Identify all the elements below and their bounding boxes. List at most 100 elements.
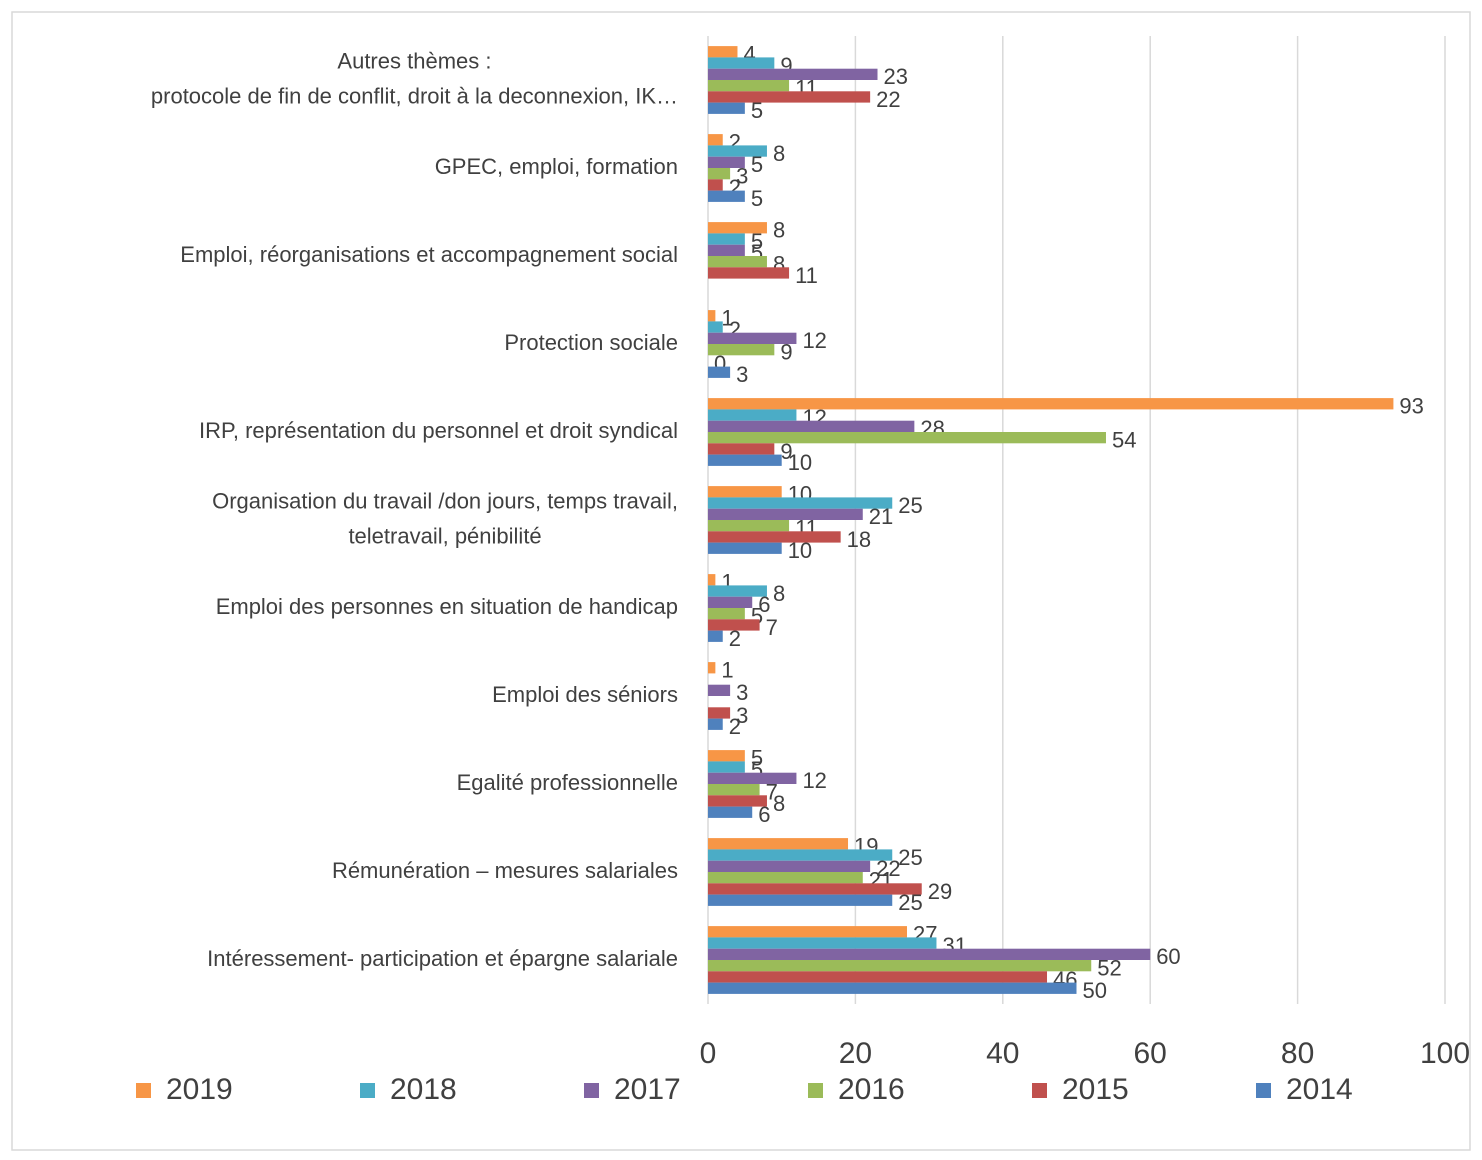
data-label: 93: [1399, 394, 1423, 419]
data-label: 60: [1156, 944, 1180, 969]
data-label: 10: [788, 538, 812, 563]
category-label: Protection sociale: [504, 330, 678, 355]
legend-swatch: [808, 1083, 823, 1098]
bar: [708, 596, 753, 608]
category-label: Intéressement- participation et épargne …: [207, 946, 678, 971]
legend-swatch: [584, 1083, 599, 1098]
legend-label: 2014: [1286, 1073, 1353, 1106]
bar: [708, 156, 745, 168]
bar: [708, 860, 871, 872]
category-label: Emploi, réorganisations et accompagnemen…: [180, 242, 678, 267]
bar: [708, 520, 790, 532]
bar: [708, 630, 723, 642]
data-label: 52: [1097, 955, 1121, 980]
bar: [708, 662, 716, 674]
bar: [708, 684, 731, 696]
bar: [708, 454, 782, 466]
data-label: 7: [766, 779, 778, 804]
bar: [708, 57, 775, 69]
bar: [708, 267, 790, 279]
bar: [708, 926, 907, 938]
data-label: 25: [898, 890, 922, 915]
bar: [708, 508, 863, 520]
bar: [708, 772, 797, 784]
legend-swatch: [360, 1083, 375, 1098]
bar: [708, 145, 767, 157]
bar: [708, 806, 753, 818]
legend-label: 2018: [390, 1073, 457, 1106]
data-label: 50: [1083, 978, 1107, 1003]
bar: [708, 244, 745, 256]
bar: [708, 872, 863, 884]
bar: [708, 707, 731, 719]
category-label: Rémunération – mesures salariales: [332, 858, 678, 883]
category-label: Emploi des séniors: [492, 682, 678, 707]
legend-swatch: [1256, 1083, 1271, 1098]
bar: [708, 937, 937, 949]
bar: [708, 80, 790, 92]
data-label: 12: [802, 768, 826, 793]
bar: [708, 542, 782, 554]
bar: [708, 838, 849, 850]
bar: [708, 971, 1048, 983]
bar: [708, 619, 760, 631]
data-label: 12: [802, 328, 826, 353]
bar: [708, 332, 797, 344]
bar: [708, 168, 731, 180]
data-label: 8: [773, 791, 785, 816]
legend-label: 2015: [1062, 1073, 1129, 1106]
data-label: 2: [729, 626, 741, 651]
bar: [708, 761, 745, 773]
x-tick-label: 100: [1420, 1037, 1470, 1070]
bar: [708, 233, 745, 245]
data-label: 5: [751, 152, 763, 177]
data-label: 54: [1112, 427, 1136, 452]
data-label: 1: [721, 658, 733, 683]
bar: [708, 894, 893, 906]
bar: [708, 179, 723, 191]
bar: [708, 750, 745, 762]
data-label: 3: [736, 362, 748, 387]
legend-swatch: [1032, 1083, 1047, 1098]
bar: [708, 222, 767, 234]
bar: [708, 849, 893, 861]
data-label: 5: [751, 746, 763, 771]
category-label: Organisation du travail /don jours, temp…: [212, 488, 678, 548]
bar: [708, 420, 915, 432]
x-tick-label: 0: [700, 1037, 717, 1070]
data-label: 8: [773, 141, 785, 166]
bar: [708, 795, 767, 807]
legend-swatch: [136, 1083, 151, 1098]
bar: [708, 256, 767, 268]
data-label: 3: [736, 163, 748, 188]
legend-label: 2019: [166, 1073, 233, 1106]
bar: [708, 443, 775, 455]
category-label: IRP, représentation du personnel et droi…: [199, 418, 678, 443]
bar: [708, 608, 745, 620]
data-label: 10: [788, 450, 812, 475]
data-label: 5: [751, 98, 763, 123]
bar: [708, 585, 767, 597]
bar: [708, 134, 723, 146]
bar: [708, 574, 716, 586]
bar: [708, 321, 723, 333]
bar: [708, 432, 1106, 444]
data-label: 25: [898, 493, 922, 518]
bar: [708, 948, 1151, 960]
category-label: Egalité professionnelle: [457, 770, 678, 795]
data-label: 3: [736, 680, 748, 705]
bar: [708, 68, 878, 80]
x-tick-label: 80: [1281, 1037, 1314, 1070]
data-label: 11: [795, 263, 818, 288]
data-label: 5: [751, 186, 763, 211]
bar: [708, 366, 731, 378]
category-label: GPEC, emploi, formation: [435, 154, 678, 179]
bar: [708, 486, 782, 498]
bar: [708, 784, 760, 796]
bar: [708, 531, 841, 543]
bar: [708, 190, 745, 202]
data-label: 6: [758, 592, 770, 617]
data-label: 22: [876, 856, 900, 881]
bar: [708, 982, 1077, 994]
data-label: 23: [884, 64, 908, 89]
